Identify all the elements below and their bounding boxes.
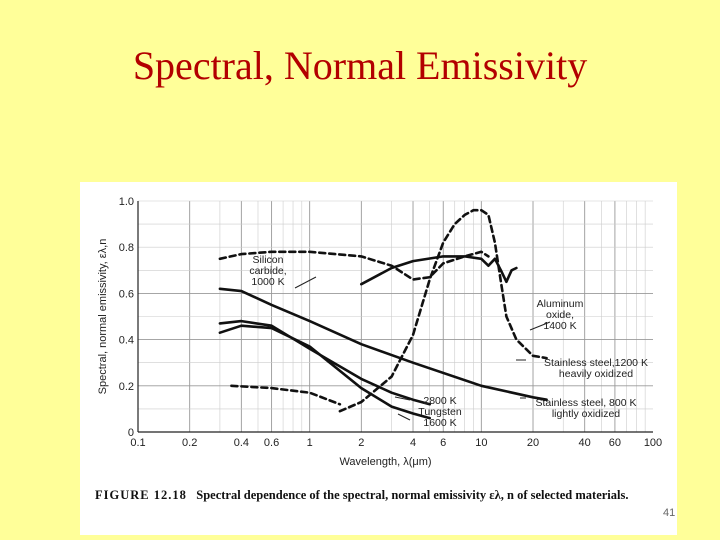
figure: 0 0.2 0.4 0.6 0.8 1.0 0.1 0.2 0.4 0.6 1 2 4 6 10 20 40 60… (80, 182, 677, 535)
figure-caption: FIGURE 12.18 Spectral dependence of the … (95, 487, 655, 504)
series-label-line: Aluminum (537, 298, 584, 310)
x-tick-label: 40 (579, 437, 591, 449)
y-tick-label: 0.2 (119, 381, 134, 393)
series-line (230, 384, 342, 406)
x-tick-label: 4 (410, 437, 416, 449)
x-tick-label: 2 (358, 437, 364, 449)
x-tick-label: 6 (440, 437, 446, 449)
x-tick-label: 10 (475, 437, 487, 449)
series-label: Aluminum oxide, 1400 K (537, 298, 584, 332)
y-tick-label: 0.8 (119, 242, 134, 254)
series-label-line: lightly oxidized (552, 408, 620, 420)
x-tick-label: 0.6 (264, 437, 279, 449)
series-label: 2800 K Tungsten 1600 K (418, 395, 462, 429)
x-tick-label: 0.1 (130, 437, 145, 449)
annotation-leader (529, 321, 551, 331)
x-tick-label: 100 (644, 437, 662, 449)
x-tick-label: 60 (609, 437, 621, 449)
annotation-leader (294, 276, 317, 289)
x-tick-label: 0.2 (182, 437, 197, 449)
caption-label: FIGURE 12.18 (95, 488, 187, 502)
series-line (218, 324, 431, 420)
series-label-line: heavily oxidized (559, 368, 633, 380)
series-label-line: carbide, (249, 265, 286, 277)
y-tick-label: 0.4 (119, 335, 134, 347)
emissivity-chart: 0 0.2 0.4 0.6 0.8 1.0 0.1 0.2 0.4 0.6 1 2 4 6 10 20 40 60… (97, 196, 662, 468)
x-tick-label: 1 (307, 437, 313, 449)
slide-number: 41 (663, 507, 676, 519)
series-label-line: Silicon (253, 254, 284, 266)
series-label-line: 1400 K (543, 320, 576, 332)
series-line (360, 255, 518, 286)
y-tick-label: 1.0 (119, 196, 134, 208)
series-line (338, 208, 548, 413)
series-line (218, 319, 431, 406)
x-tick-label: 0.4 (234, 437, 249, 449)
series-line (218, 287, 548, 401)
series-label-line: Tungsten (418, 406, 462, 418)
annotation-leader (397, 413, 411, 421)
caption-text: Spectral dependence of the spectral, nor… (196, 488, 629, 502)
x-axis-label: Wavelength, λ(μm) (339, 456, 431, 468)
annotations: Silicon carbide, 1000 K Aluminum oxide, 1400 … (249, 254, 648, 429)
series-label-line: 2800 K (423, 395, 456, 407)
series-label-line: 1600 K (423, 417, 456, 429)
slide-title: Spectral, Normal Emissivity (132, 43, 588, 88)
y-tick-label: 0 (128, 427, 134, 439)
y-tick-label: 0.6 (119, 288, 134, 300)
series-label-line: Stainless steel,1200 K (544, 357, 648, 369)
x-tick-label: 20 (527, 437, 539, 449)
annotation-leader (394, 396, 411, 401)
series-label-line: Stainless steel, 800 K (536, 397, 637, 409)
series-label-line: oxide, (546, 309, 574, 321)
series-label: Silicon carbide, 1000 K (249, 254, 286, 288)
y-axis-label: Spectral, normal emissivity, ελ,n (97, 239, 109, 395)
series-label-line: 1000 K (251, 276, 284, 288)
